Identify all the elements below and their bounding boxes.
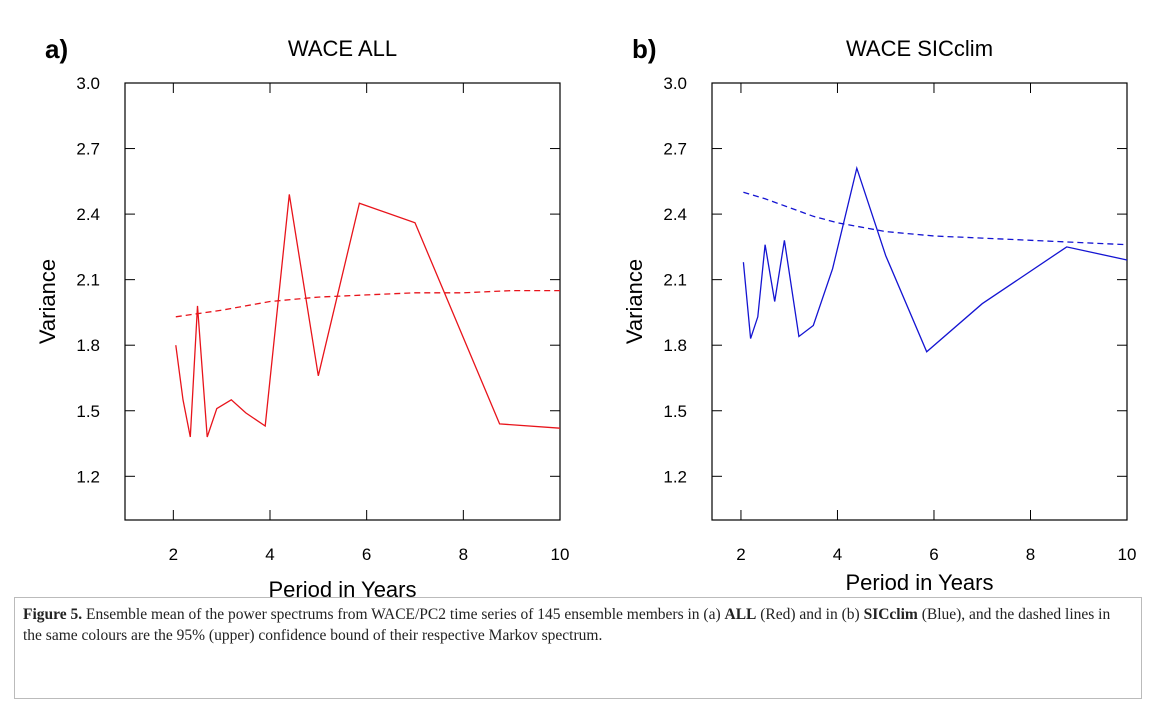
x-axis-label: Period in Years <box>269 577 417 600</box>
panel-label: b) <box>632 34 657 64</box>
x-tick-label: 8 <box>1026 545 1035 564</box>
y-tick-label: 1.2 <box>76 467 100 486</box>
x-tick-label: 8 <box>459 545 468 564</box>
y-tick-label: 2.1 <box>663 271 687 290</box>
y-tick-label: 2.1 <box>76 271 100 290</box>
y-tick-label: 2.7 <box>76 140 100 159</box>
y-tick-label: 2.4 <box>76 205 100 224</box>
y-tick-label: 2.7 <box>663 140 687 159</box>
x-tick-label: 6 <box>362 545 371 564</box>
x-tick-label: 4 <box>833 545 842 564</box>
chart-title: WACE SICclim <box>846 36 993 61</box>
y-tick-label: 3.0 <box>663 74 687 93</box>
caption-text: (Blue), and the dashed lines in the same… <box>23 606 1111 644</box>
spectrum-line <box>175 194 561 438</box>
y-tick-label: 3.0 <box>76 74 100 93</box>
x-tick-label: 4 <box>265 545 274 564</box>
y-tick-label: 2.4 <box>663 205 687 224</box>
caption-label: Figure 5. <box>23 606 83 623</box>
plot-frame <box>124 82 561 521</box>
caption-text: (Red) and in (b) <box>756 606 864 623</box>
plot-frame <box>711 82 1128 521</box>
y-axis-label: Variance <box>35 259 60 344</box>
y-axis-label: Variance <box>622 259 647 344</box>
x-tick-label: 2 <box>169 545 178 564</box>
chart-title: WACE ALL <box>288 36 397 61</box>
y-tick-label: 1.5 <box>76 402 100 421</box>
caption-text: Ensemble mean of the power spectrums fro… <box>82 606 725 623</box>
x-tick-label: 10 <box>1118 545 1137 564</box>
x-tick-label: 6 <box>929 545 938 564</box>
chart: a) WACE ALL Period in Years Variance 2 4 6 8 10 1… <box>35 34 1137 600</box>
confidence-line <box>743 191 1128 246</box>
y-tick-label: 1.8 <box>663 336 687 355</box>
x-tick-label: 10 <box>551 545 570 564</box>
caption-bold: SICclim <box>863 606 918 623</box>
y-tick-label: 1.2 <box>663 467 687 486</box>
y-tick-label: 1.8 <box>76 336 100 355</box>
y-tick-label: 1.5 <box>663 402 687 421</box>
caption: Figure 5. Ensemble mean of the power spe… <box>14 597 1142 699</box>
spectrum-line <box>742 165 1128 353</box>
x-axis-label: Period in Years <box>846 570 994 595</box>
panel-label: a) <box>45 34 68 64</box>
confidence-line <box>175 289 560 318</box>
caption-bold: ALL <box>724 606 757 623</box>
x-tick-label: 2 <box>736 545 745 564</box>
